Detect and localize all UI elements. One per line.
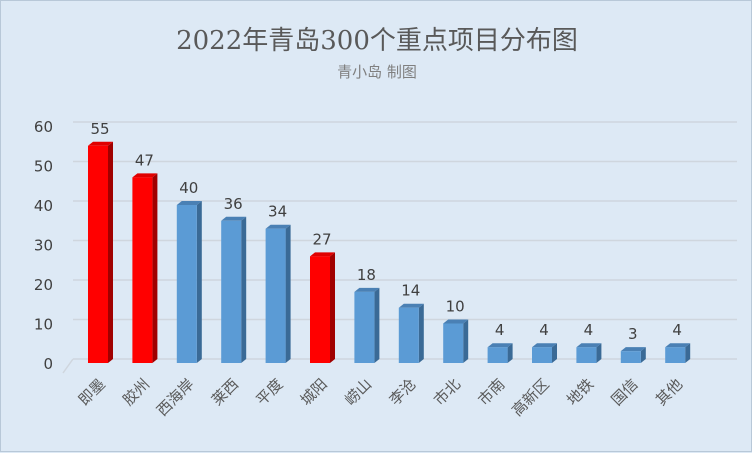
- bar-side: [108, 141, 113, 363]
- x-tick-label: 李沧: [386, 375, 420, 409]
- bar: [265, 224, 291, 363]
- data-label: 4: [539, 321, 549, 339]
- bar: [620, 347, 646, 363]
- bar-top: [532, 343, 557, 348]
- bar-side: [196, 201, 202, 363]
- data-label: 55: [90, 120, 109, 138]
- bar: [398, 303, 424, 363]
- bar-top: [265, 224, 291, 229]
- data-label: 4: [495, 321, 505, 339]
- data-label: 3: [628, 325, 638, 343]
- x-tick-label: 胶州: [119, 375, 153, 409]
- bar: [532, 343, 557, 363]
- y-tick-label: 30: [34, 237, 53, 255]
- bar-side: [640, 347, 646, 363]
- x-tick-label: 平度: [252, 375, 286, 409]
- data-label: 40: [179, 179, 198, 197]
- bar-side: [596, 343, 602, 363]
- x-tick-label: 莱西: [208, 375, 242, 409]
- bar-side: [463, 319, 469, 363]
- bar-side: [418, 303, 424, 363]
- bar-front: [487, 347, 508, 363]
- bar-top: [354, 287, 380, 292]
- x-tick-label: 市南: [474, 375, 508, 409]
- bar-top: [487, 343, 513, 348]
- bar-top: [576, 343, 602, 348]
- bar: [487, 343, 513, 363]
- bar-side: [507, 343, 513, 363]
- bar-front: [576, 347, 597, 363]
- x-tick-label: 即墨: [75, 375, 109, 409]
- bar: [576, 343, 602, 363]
- x-tick-label: 高新区: [508, 375, 553, 420]
- chart-title: 2022年青岛300个重点项目分布图: [176, 26, 578, 56]
- bar: [132, 173, 158, 363]
- bar-side: [685, 343, 691, 363]
- bar-front: [665, 347, 686, 363]
- x-tick-label: 崂山: [341, 375, 375, 409]
- x-tick-label: 其他: [652, 375, 686, 409]
- x-tick-label: 国信: [608, 375, 642, 409]
- x-tick-label: 地铁: [563, 375, 597, 409]
- bar-front: [265, 228, 286, 363]
- bar-top: [310, 252, 335, 257]
- bar: [221, 216, 247, 363]
- y-tick-label: 50: [34, 158, 53, 176]
- axis-floor: [62, 358, 74, 374]
- bar-side: [285, 224, 291, 363]
- data-label: 14: [401, 282, 420, 300]
- bar-side: [374, 287, 380, 363]
- bar-top: [665, 343, 691, 348]
- bar-top: [132, 173, 158, 178]
- data-label: 47: [135, 151, 154, 169]
- x-tick-label: 市北: [430, 375, 464, 409]
- bar-front: [620, 351, 641, 363]
- bar-front: [176, 205, 197, 363]
- bar-side: [241, 216, 247, 363]
- chart-subtitle: 青小岛 制图: [337, 63, 417, 81]
- bar: [665, 343, 691, 363]
- data-label: 10: [446, 298, 465, 316]
- bar-front: [443, 323, 464, 363]
- bar-front: [398, 307, 419, 363]
- data-label: 18: [357, 266, 376, 284]
- y-tick-label: 60: [34, 118, 53, 136]
- bar-front: [310, 256, 330, 363]
- y-tick-label: 40: [34, 197, 53, 215]
- bar-top: [443, 319, 469, 324]
- bar-top: [398, 303, 424, 308]
- bar-top: [88, 141, 113, 146]
- bar-front: [88, 145, 108, 363]
- bar-side: [552, 343, 557, 363]
- bar-side: [330, 252, 335, 363]
- bar-top: [176, 201, 202, 205]
- x-tick-label: 城阳: [297, 375, 331, 409]
- data-label: 4: [584, 321, 594, 339]
- bar-front: [132, 177, 153, 363]
- y-tick-label: 20: [34, 276, 53, 294]
- data-label: 36: [224, 195, 243, 213]
- bar-front: [354, 291, 375, 363]
- bar: [310, 252, 335, 363]
- bar-front: [532, 347, 552, 363]
- bar-top: [620, 347, 646, 352]
- bar: [176, 201, 202, 363]
- x-tick-label: 西海岸: [153, 375, 198, 420]
- bar: [354, 287, 380, 363]
- bar-side: [152, 173, 158, 363]
- y-tick-label: 10: [34, 316, 53, 334]
- bar-front: [221, 220, 242, 363]
- data-label: 34: [268, 203, 287, 221]
- data-label: 27: [312, 230, 331, 248]
- bar: [443, 319, 469, 363]
- data-label: 4: [672, 321, 682, 339]
- bar: [88, 141, 113, 363]
- bar-top: [221, 216, 247, 221]
- y-tick-label: 0: [43, 355, 53, 373]
